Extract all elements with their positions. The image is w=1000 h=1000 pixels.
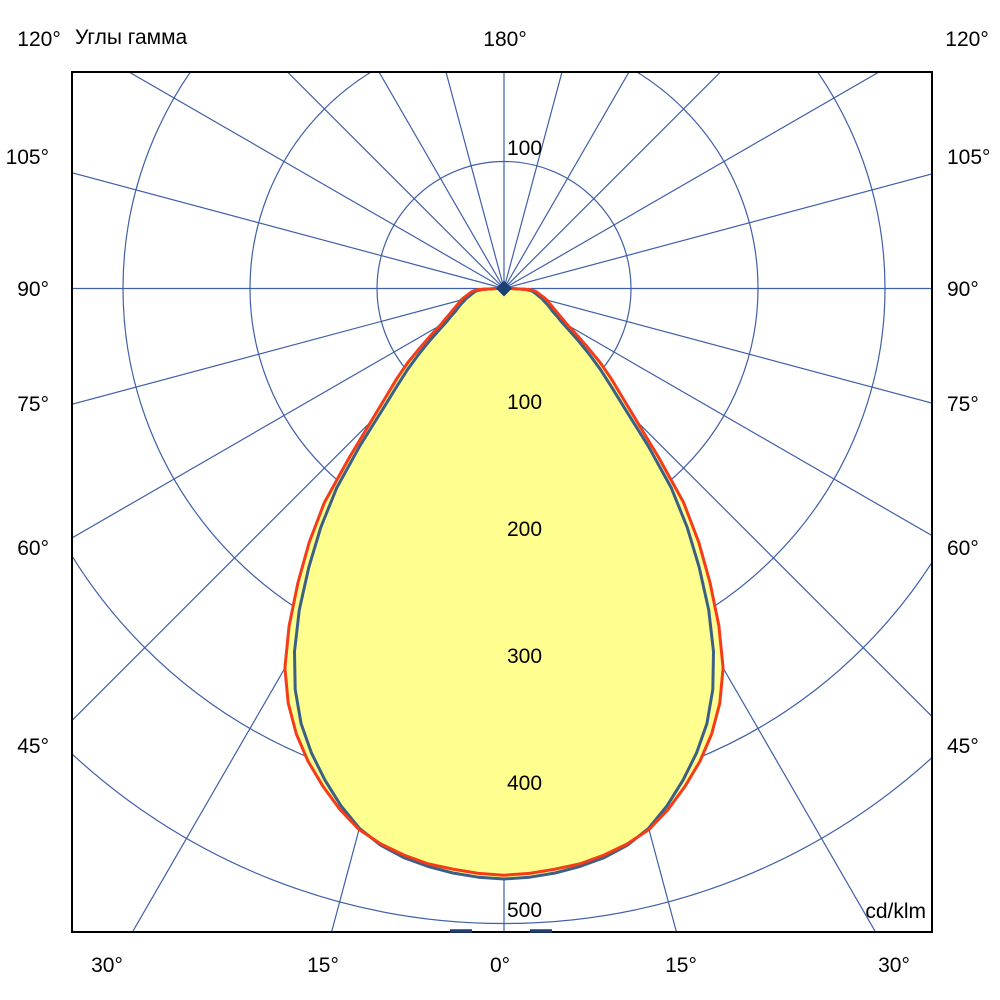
angle-label-bottom: 30° [878, 954, 910, 977]
grid-ray [503, 72, 722, 289]
grid-ray [503, 72, 563, 289]
angle-label-right: 75° [947, 393, 979, 416]
grid-ray [72, 287, 505, 539]
grid-ray [503, 287, 932, 537]
radial-tick-label: 500 [507, 899, 542, 922]
angle-label-top: 120° [945, 28, 988, 51]
radial-tick-label: 400 [507, 772, 542, 795]
grid-ray [503, 72, 630, 289]
grid-ray [72, 172, 505, 290]
angle-label-bottom: 30° [91, 954, 123, 977]
angle-label-left: 45° [17, 735, 49, 758]
radial-tick-label: 100 [507, 391, 542, 414]
grid-ray [503, 173, 932, 290]
angle-label-left: 75° [17, 393, 49, 416]
grid-ray [503, 72, 881, 290]
grid-ray [72, 287, 505, 405]
center-marker [496, 280, 512, 297]
chart-frame [71, 71, 933, 933]
angle-label-right: 105° [947, 146, 990, 169]
grid-ray [127, 72, 505, 290]
grid-ray [72, 288, 505, 722]
chart-title: Углы гамма [75, 26, 188, 49]
grid-ray [445, 72, 505, 289]
angle-label-right: 60° [947, 537, 979, 560]
angle-label-bottom: 15° [665, 954, 697, 977]
curve-c0-c180 [283, 287, 725, 877]
radial-tick-label: 100 [507, 137, 542, 160]
curve-c90-c270 [293, 287, 715, 881]
beam-fill [284, 288, 724, 879]
angle-label-left: 90° [17, 278, 49, 301]
grid-ray [503, 288, 932, 718]
grid-ray [286, 72, 505, 289]
grid-ray [378, 72, 505, 289]
unit-label: cd/klm [865, 900, 926, 923]
angle-label-left: 105° [6, 146, 49, 169]
angle-label-right: 90° [947, 278, 979, 301]
grid-ray [503, 287, 932, 404]
radial-tick-label: 300 [507, 645, 542, 668]
angle-label-bottom: 0° [490, 954, 510, 977]
radial-tick-label: 200 [507, 518, 542, 541]
angle-label-bottom: 15° [307, 954, 339, 977]
angle-label-left: 60° [17, 537, 49, 560]
angle-label-top: 180° [483, 28, 526, 51]
angle-label-right: 45° [947, 735, 979, 758]
angle-label-top: 120° [17, 28, 60, 51]
